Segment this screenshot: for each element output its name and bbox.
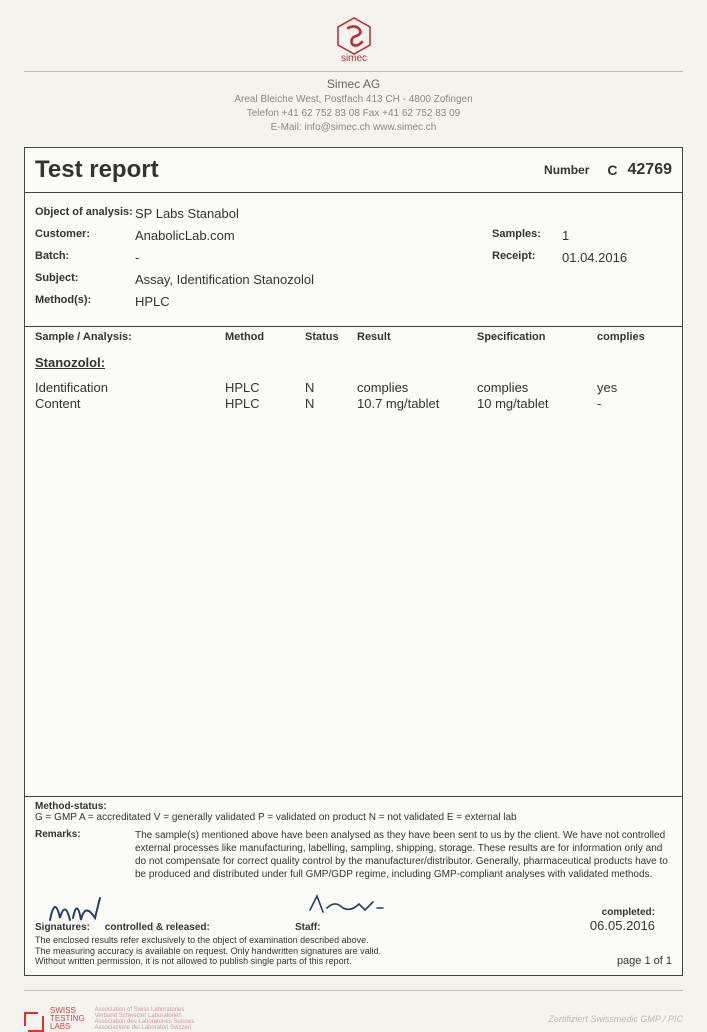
samples-value: 1 [562,228,569,243]
report-box: Test report Number C 42769 Object of ana… [24,147,683,976]
object-label: Object of analysis: [35,206,135,221]
methods-label: Method(s): [35,294,135,309]
bottom-row: SWISS TESTING LABS Association of Swiss … [24,1007,683,1031]
svg-text:simec: simec [340,53,366,62]
row-status: N [305,396,357,411]
h-sample: Sample / Analysis: [35,331,225,343]
divider [24,990,683,991]
receipt-label: Receipt: [492,250,562,265]
company-name: Simec AG [24,76,683,93]
completed-label: completed: [495,907,655,918]
number-prefix: C [607,162,617,178]
cert-text: Zertifiziert Swissmedic GMP / PIC [548,1014,683,1024]
remarks-label: Remarks: [35,829,135,881]
analyte-name: Stanozolol: [35,355,672,370]
signature-2 [305,890,395,920]
row-spec: complies [477,380,597,395]
batch-label: Batch: [35,250,135,265]
row-spec: 10 mg/tablet [477,396,597,411]
report-title: Test report [35,156,544,184]
report-number: 42769 [628,161,673,179]
row-result: complies [357,380,477,395]
method-status-text: G = GMP A = accreditated V = generally v… [35,812,575,823]
analysis-row: Content HPLC N 10.7 mg/tablet 10 mg/tabl… [35,396,672,411]
remarks-text: The sample(s) mentioned above have been … [135,829,672,881]
methods-value: HPLC [135,294,492,309]
info-section: Object of analysis: SP Labs Stanabol Cus… [25,193,682,327]
footer-section: Method-status: G = GMP A = accreditated … [25,797,682,975]
receipt-value: 01.04.2016 [562,250,627,265]
company-address: Areal Bleiche West, Postfach 413 CH - 48… [24,93,683,107]
method-status-label: Method-status: [35,801,131,812]
assoc-text: Association of Swiss Laboratories Verban… [95,1007,195,1031]
row-complies: yes [597,380,657,395]
number-label: Number [544,163,589,177]
disclaimer-text: The enclosed results refer exclusively t… [35,935,552,967]
company-email: E-Mail: info@simec.ch www.simec.ch [24,121,683,135]
analysis-row: Identification HPLC N complies complies … [35,380,672,395]
report-title-row: Test report Number C 42769 [25,148,682,193]
h-result: Result [357,331,477,343]
h-method: Method [225,331,305,343]
completed-date: 06.05.2016 [495,918,655,933]
company-phone: Telefon +41 62 752 83 08 Fax +41 62 752 … [24,107,683,121]
swiss-testing-labs-logo: SWISS TESTING LABS Association of Swiss … [24,1007,194,1031]
company-logo: simec [24,16,683,67]
batch-value: - [135,250,492,265]
analysis-header: Sample / Analysis: Method Status Result … [35,331,672,343]
customer-value: AnabolicLab.com [135,228,492,243]
subject-value: Assay, Identification Stanozolol [135,272,492,287]
object-value: SP Labs Stanabol [135,206,492,221]
h-status: Status [305,331,357,343]
samples-label: Samples: [492,228,562,243]
customer-label: Customer: [35,228,135,243]
subject-label: Subject: [35,272,135,287]
analysis-section: Sample / Analysis: Method Status Result … [25,327,682,797]
row-complies: - [597,396,657,411]
row-result: 10.7 mg/tablet [357,396,477,411]
row-method: HPLC [225,396,305,411]
row-name: Identification [35,380,225,395]
h-spec: Specification [477,331,597,343]
h-complies: complies [597,331,657,343]
staff-label: Staff: [295,922,321,933]
signature-1 [45,890,125,926]
row-method: HPLC [225,380,305,395]
row-status: N [305,380,357,395]
divider [24,71,683,72]
company-header: Simec AG Areal Bleiche West, Postfach 41… [24,76,683,135]
page-number: page 1 of 1 [552,955,672,967]
row-name: Content [35,396,225,411]
